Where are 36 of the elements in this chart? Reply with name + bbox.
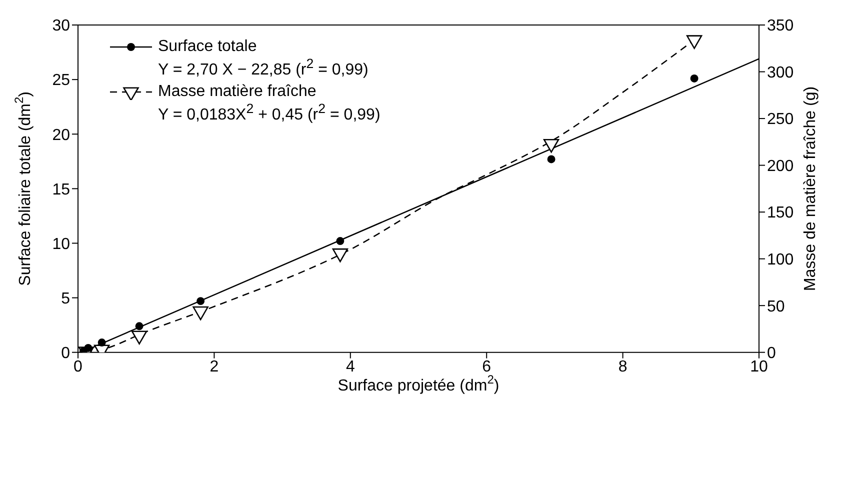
x-tick-label: 2 — [210, 358, 219, 376]
y2-tick-label: 150 — [767, 204, 794, 222]
legend-label: Surface totale — [158, 38, 257, 56]
y2-tick-label: 300 — [767, 64, 794, 82]
point — [690, 74, 698, 82]
annotation: Y = 2,70 X − 22,85 (r$^{2}$ = 0,99) — [158, 56, 370, 80]
point — [84, 344, 92, 352]
point — [135, 322, 144, 330]
y-tick-label: 15 — [52, 181, 70, 198]
y2-tick-label: 350 — [767, 18, 794, 35]
y-tick-label: 5 — [61, 290, 70, 308]
y-tick-label: 10 — [52, 236, 70, 253]
y2-tick-label: 100 — [767, 251, 794, 268]
point — [196, 297, 205, 306]
y2-tick-label: 0 — [767, 345, 776, 362]
point — [336, 237, 344, 246]
point — [332, 248, 348, 262]
x-tick-label: 8 — [618, 358, 628, 376]
point — [98, 338, 106, 347]
y-tick-label: 25 — [52, 72, 70, 90]
y2-tick-label: 200 — [767, 158, 794, 175]
point — [686, 35, 702, 49]
point — [131, 330, 148, 344]
x-tick-label: 10 — [750, 358, 768, 376]
x-tick-label: 0 — [74, 358, 83, 376]
y2-tick-label: 250 — [767, 111, 794, 128]
y2-axis-title: Masse de matière fraîche (g) — [802, 86, 819, 291]
y2-tick-label: 50 — [767, 298, 785, 316]
y-tick-label: 30 — [52, 18, 70, 35]
legend-label: Masse matière fraîche — [158, 83, 316, 102]
point — [192, 306, 208, 320]
annotation: Y = 0,0183X$^{2}$ + 0,45 (r$^{2}$ = 0,99) — [158, 101, 380, 125]
point — [543, 138, 560, 153]
point — [547, 155, 556, 164]
y-tick-label: 0 — [61, 345, 70, 362]
y-tick-label: 20 — [52, 126, 70, 144]
